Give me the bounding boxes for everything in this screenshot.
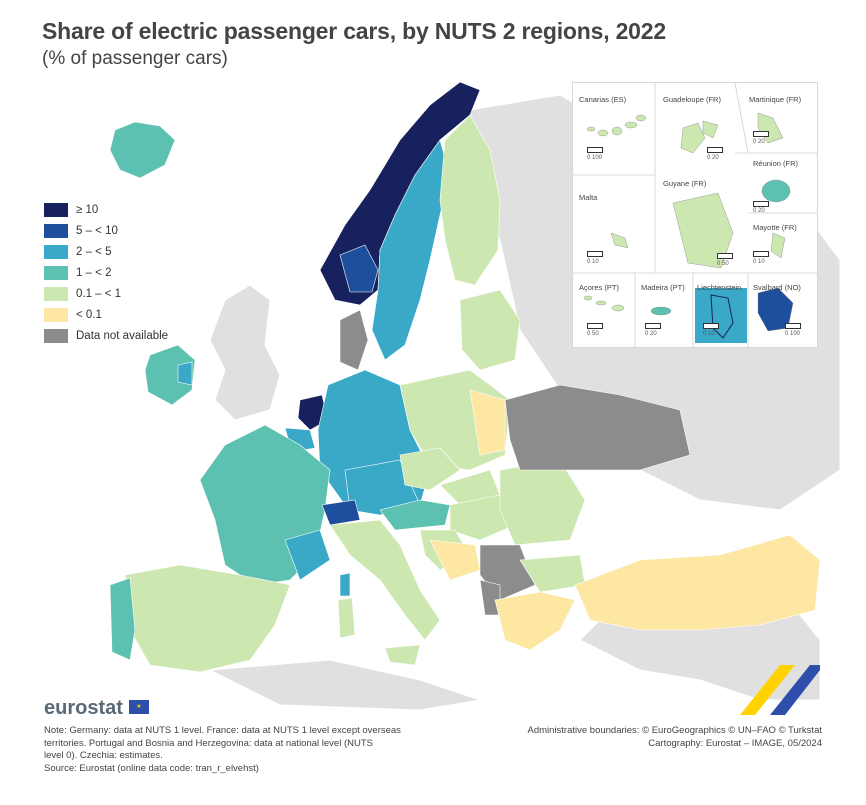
inset-label: Svalbard (NO) — [753, 283, 801, 292]
inset-label: Canarias (ES) — [579, 95, 627, 104]
region-portugal — [109, 577, 136, 661]
scale-bar — [645, 323, 661, 329]
scale-bar — [753, 201, 769, 207]
scale-label: 0 100 — [785, 331, 801, 337]
inset-label: Martinique (FR) — [749, 95, 802, 104]
inset-label: Réunion (FR) — [753, 159, 799, 168]
scale-bar — [703, 323, 719, 329]
inset-grid — [573, 83, 817, 347]
region-poland-east — [469, 389, 506, 456]
note-line: Note: Germany: data at NUTS 1 level. Fra… — [44, 725, 401, 736]
legend-label: Data not available — [76, 330, 169, 342]
region-sweden — [371, 139, 451, 361]
legend-label: 1 – < 2 — [76, 267, 112, 279]
scale-label: 0 10 — [753, 259, 765, 265]
region-czechia — [399, 447, 461, 491]
legend-item: 1 – < 2 — [44, 264, 168, 282]
legend-item: 2 – < 5 — [44, 243, 168, 261]
region-turkey — [574, 534, 821, 631]
corner-stripes-graphic — [740, 665, 820, 715]
note-text: Note: Germany: data at NUTS 1 level. Fra… — [44, 725, 434, 775]
legend-swatch — [44, 203, 68, 217]
credits-text: Administrative boundaries: © EuroGeograp… — [527, 725, 822, 750]
region-ireland — [144, 344, 196, 406]
region-sardinia — [337, 597, 356, 639]
legend-swatch — [44, 329, 68, 343]
inset-label: Liechtenstein — [697, 283, 742, 292]
inset-label: Malta — [579, 193, 598, 202]
legend-item: 0.1 – < 1 — [44, 285, 168, 303]
region-sicily — [384, 644, 421, 666]
inset-label: Guadeloupe (FR) — [663, 95, 721, 104]
scale-bar — [717, 253, 733, 259]
scale-label: 0 50 — [587, 331, 599, 337]
inset-label: Guyane (FR) — [663, 179, 707, 188]
inset-panel: Canarias (ES) Guadeloupe (FR) Martinique… — [572, 82, 818, 348]
legend-item: ≥ 10 — [44, 201, 168, 219]
scale-bar — [707, 147, 723, 153]
scale-label: 0 10 — [703, 331, 715, 337]
scale-bar — [587, 323, 603, 329]
region-iceland — [109, 121, 176, 179]
region-italy — [329, 519, 441, 641]
scale-label: 0 20 — [753, 208, 765, 214]
note-line: territories. Portugal and Bosnia and Her… — [44, 737, 373, 749]
region-ireland-east — [177, 361, 193, 386]
inset-label: Madeira (PT) — [641, 283, 685, 292]
scale-label: 0 50 — [717, 261, 729, 267]
legend-item: < 0.1 — [44, 306, 168, 324]
scale-bar — [587, 251, 603, 257]
scale-bar — [785, 323, 801, 329]
scale-label: 0 20 — [645, 331, 657, 337]
note-line: level 0). Czechia: estimates. — [44, 750, 163, 761]
legend-swatch — [44, 224, 68, 238]
region-finland — [439, 114, 501, 286]
legend-label: 0.1 – < 1 — [76, 288, 122, 300]
region-norway-south — [339, 244, 379, 293]
note-line: Source: Eurostat (online data code: tran… — [44, 762, 259, 774]
region-albania — [479, 579, 501, 616]
page-title: Share of electric passenger cars, by NUT… — [42, 18, 666, 44]
region-france-south — [284, 529, 331, 581]
scale-label: 0 10 — [587, 259, 599, 265]
inset-label: Mayotte (FR) — [753, 223, 797, 232]
region-baltics — [459, 289, 521, 371]
legend-swatch — [44, 287, 68, 301]
region-belarus — [504, 384, 691, 471]
scale-label: 0 20 — [707, 155, 719, 161]
scale-bar — [753, 131, 769, 137]
region-denmark — [339, 309, 369, 371]
region-corsica — [339, 572, 351, 597]
scale-bar — [587, 147, 603, 153]
legend-item: Data not available — [44, 327, 168, 345]
eu-flag-icon: ★ — [129, 700, 149, 714]
page-subtitle: (% of passenger cars) — [42, 48, 228, 69]
legend-swatch — [44, 308, 68, 322]
legend: ≥ 10 5 – < 10 2 – < 5 1 – < 2 0.1 – < 1 … — [44, 201, 168, 348]
region-switzerland — [321, 499, 361, 526]
legend-swatch — [44, 266, 68, 280]
region-austria — [379, 499, 451, 531]
region-greece — [494, 591, 576, 651]
credit-line: Administrative boundaries: © EuroGeograp… — [527, 725, 822, 736]
legend-label: < 0.1 — [76, 309, 102, 321]
region-spain — [124, 564, 291, 673]
legend-label: ≥ 10 — [76, 204, 99, 216]
scale-label: 0 100 — [587, 155, 603, 161]
region-romania — [499, 459, 586, 546]
legend-swatch — [44, 245, 68, 259]
eurostat-logo: eurostat — [44, 697, 123, 719]
legend-label: 5 – < 10 — [76, 225, 118, 237]
region-hungary — [449, 494, 516, 541]
legend-item: 5 – < 10 — [44, 222, 168, 240]
legend-label: 2 – < 5 — [76, 246, 112, 258]
inset-label: Açores (PT) — [579, 283, 620, 292]
scale-label: 0 20 — [753, 139, 765, 145]
credit-line: Cartography: Eurostat – IMAGE, 05/2024 — [648, 737, 822, 749]
scale-bar — [753, 251, 769, 257]
